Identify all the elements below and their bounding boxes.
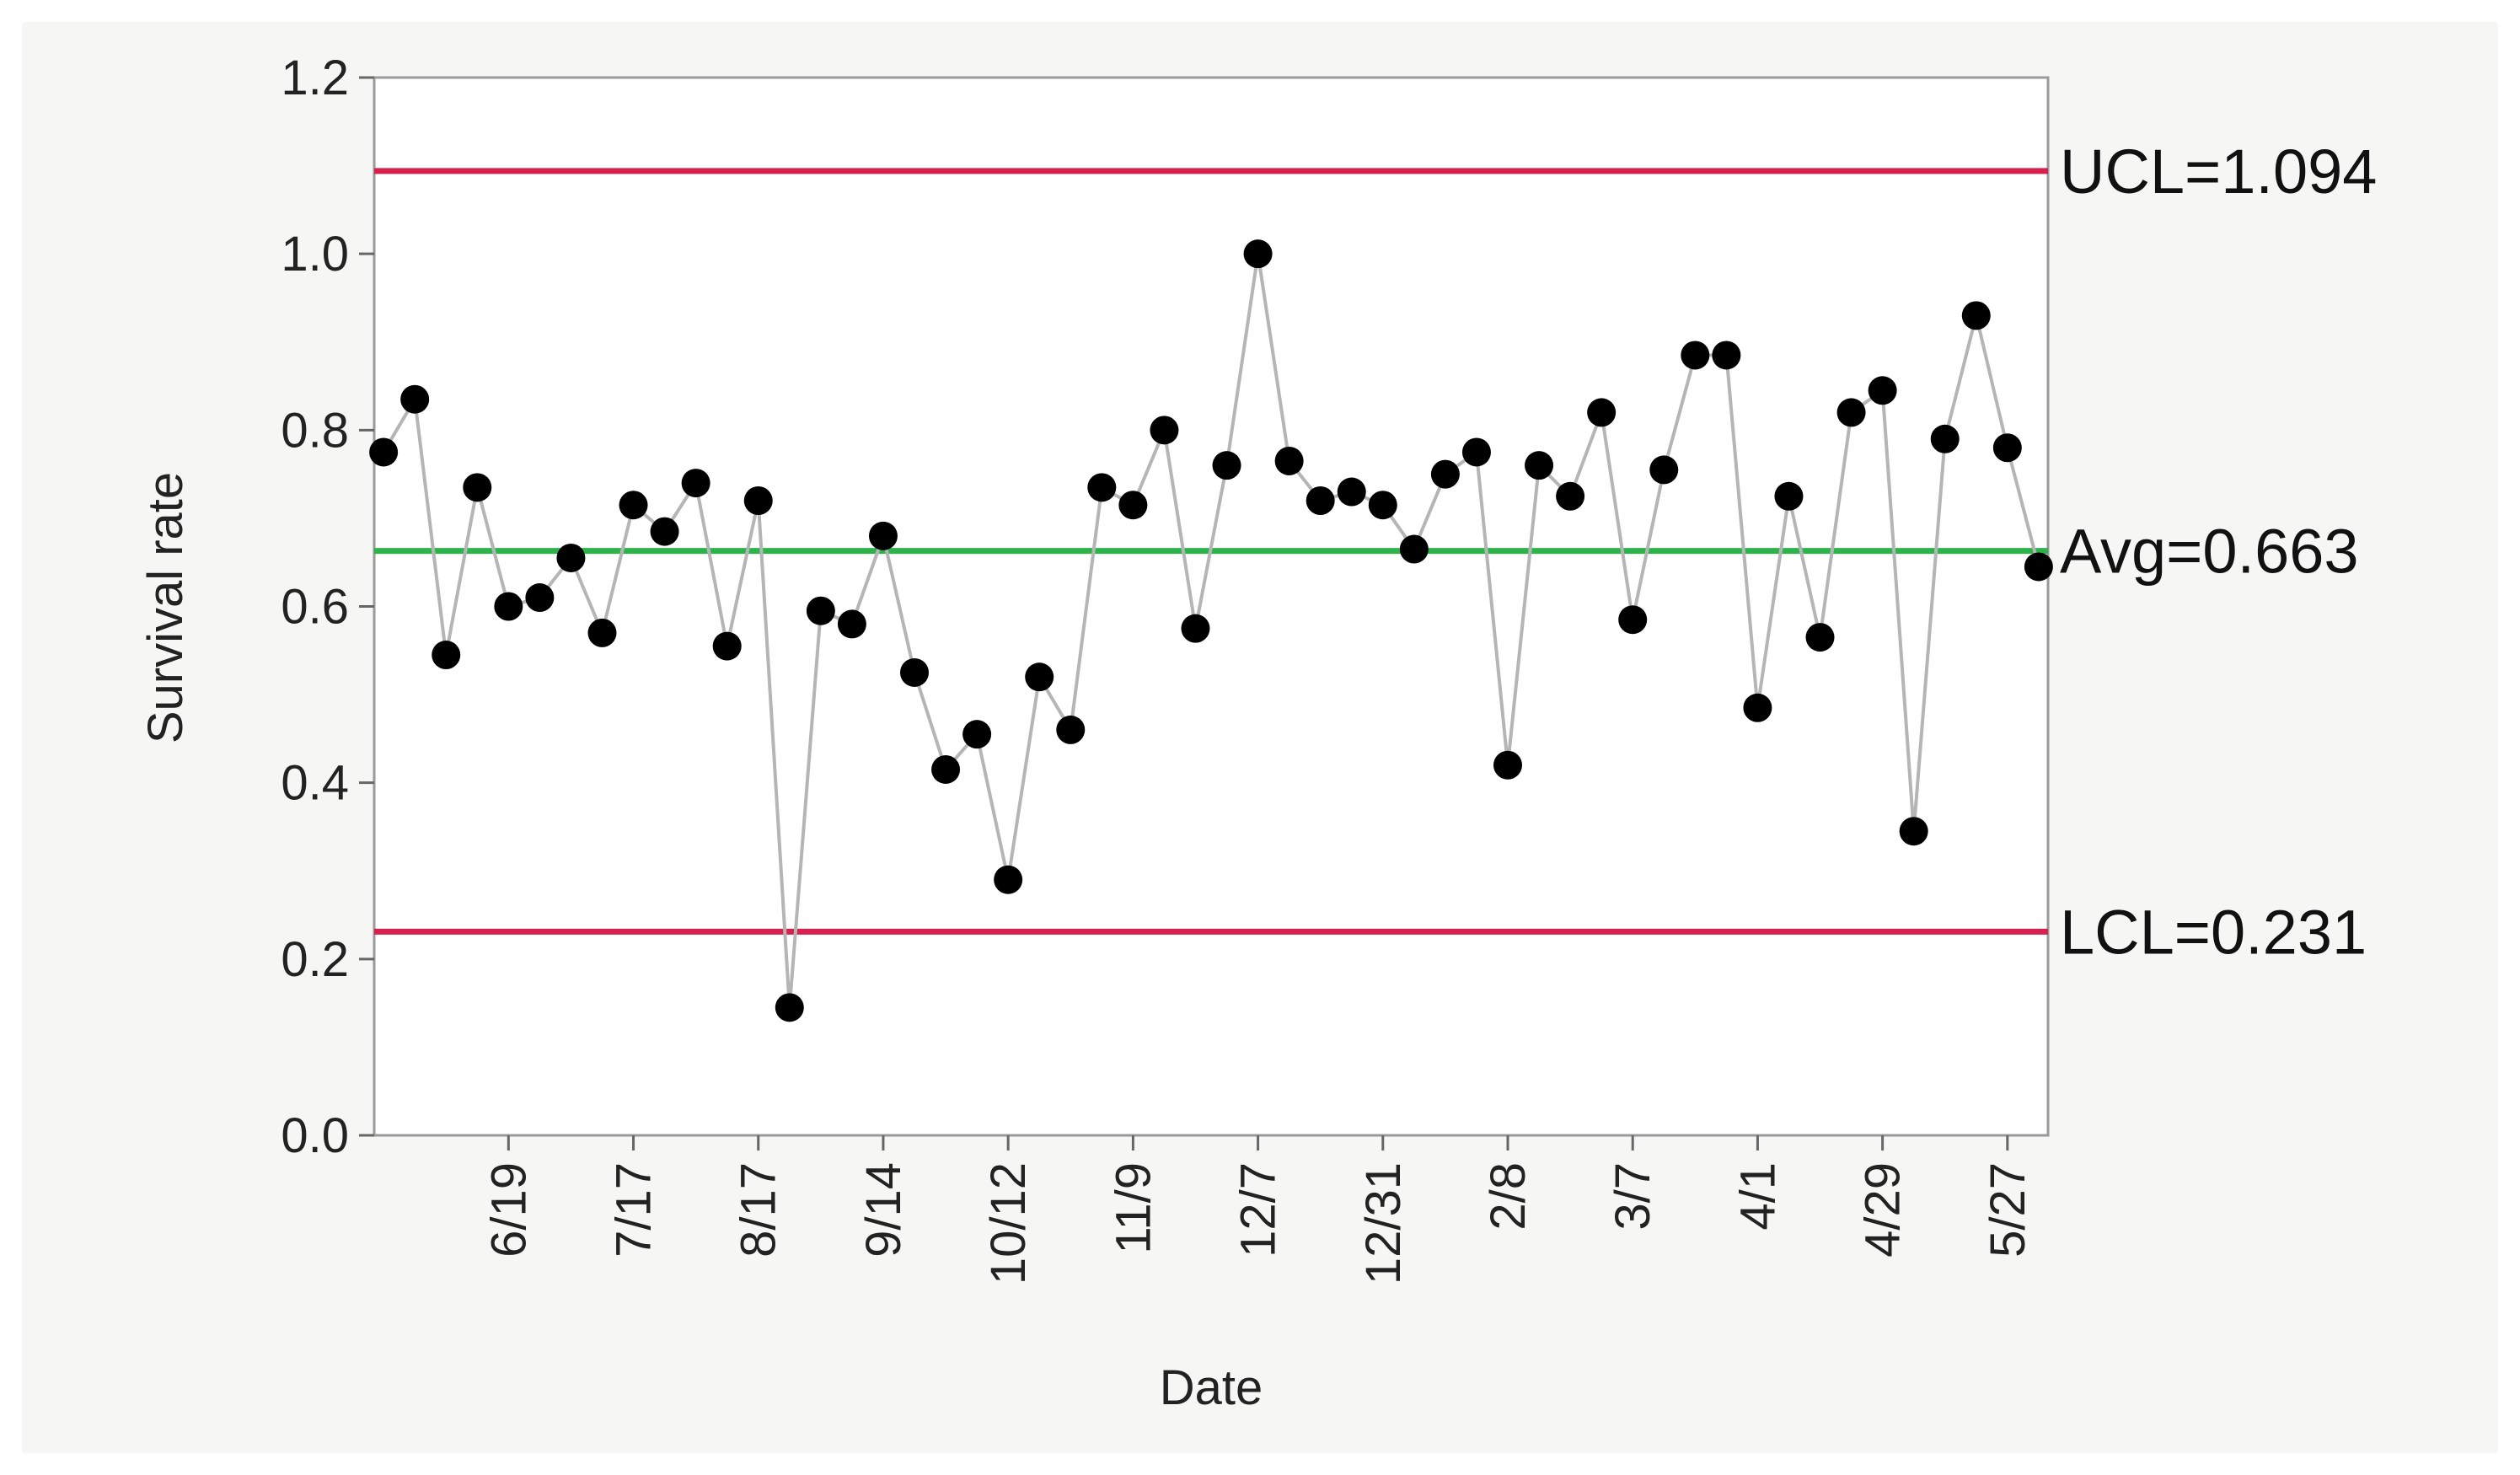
y-tick-label: 0.8 <box>281 403 349 458</box>
data-point <box>1274 446 1304 475</box>
x-tick-label: 4/29 <box>1856 1162 1911 1258</box>
data-point <box>1774 481 1804 511</box>
data-point <box>1805 623 1835 652</box>
y-axis: 0.0 0.2 0.4 0.6 0.8 1.0 1.2 <box>281 51 374 1163</box>
data-point <box>650 517 679 546</box>
data-point <box>1836 398 1866 427</box>
data-point <box>1243 239 1273 269</box>
data-point <box>1618 605 1648 635</box>
data-point <box>1992 433 2022 463</box>
data-point <box>2024 552 2053 582</box>
data-point <box>1961 301 1991 330</box>
data-point <box>587 618 617 647</box>
data-point <box>1430 459 1460 489</box>
x-axis-title: Date <box>1160 1360 1263 1415</box>
data-point <box>1649 455 1679 485</box>
data-point <box>525 583 555 613</box>
data-point <box>1681 341 1710 370</box>
data-point <box>369 437 399 467</box>
ucl-label: UCL=1.094 <box>2060 137 2377 206</box>
avg-label: Avg=0.663 <box>2060 517 2359 587</box>
data-point <box>1461 437 1491 467</box>
data-point <box>619 491 648 520</box>
data-point <box>994 865 1023 894</box>
data-point <box>1368 491 1397 520</box>
data-point <box>1181 614 1210 643</box>
data-point <box>712 631 742 661</box>
x-tick-label: 3/7 <box>1606 1162 1660 1231</box>
x-axis: 6/19 7/17 8/17 9/14 10/12 11/9 12/7 12/31 2/8 3/7… <box>481 1135 2035 1285</box>
data-point <box>931 754 961 784</box>
x-tick-label: 2/8 <box>1481 1162 1536 1231</box>
data-point <box>432 641 461 670</box>
data-point <box>1399 534 1429 564</box>
data-point <box>1493 750 1522 780</box>
y-tick-label: 0.0 <box>281 1108 349 1163</box>
data-point <box>1087 473 1117 502</box>
control-chart: 0.0 0.2 0.4 0.6 0.8 1.0 1.2 6/19 7/17 8/17 9/14 10… <box>138 51 2377 1415</box>
data-point <box>1337 477 1366 507</box>
plot-area <box>373 76 2050 1137</box>
lcl-label: LCL=0.231 <box>2060 897 2367 967</box>
x-tick-label: 10/12 <box>981 1162 1036 1285</box>
data-point <box>868 521 898 550</box>
data-point <box>1150 416 1179 445</box>
data-point <box>1712 341 1741 370</box>
x-tick-label: 11/9 <box>1106 1162 1161 1254</box>
data-points <box>369 239 2053 1022</box>
data-point <box>1212 451 1241 480</box>
data-point <box>400 384 430 414</box>
data-point <box>743 486 773 515</box>
data-point <box>1868 376 1897 405</box>
data-point <box>494 592 523 621</box>
data-point <box>1899 817 1928 846</box>
y-tick-label: 1.2 <box>281 51 349 105</box>
chart-panel: 0.0 0.2 0.4 0.6 0.8 1.0 1.2 6/19 7/17 8/17 9/14 10… <box>22 22 2498 1453</box>
data-point <box>962 720 992 749</box>
data-point <box>1056 715 1086 744</box>
data-point <box>806 596 835 625</box>
x-tick-label: 12/7 <box>1231 1162 1286 1258</box>
data-point <box>1025 662 1054 692</box>
x-tick-label: 5/27 <box>1981 1162 2035 1258</box>
x-tick-label: 4/1 <box>1730 1162 1785 1231</box>
data-point <box>1306 486 1335 515</box>
x-tick-label: 12/31 <box>1356 1162 1411 1285</box>
x-tick-label: 7/17 <box>607 1162 662 1258</box>
data-point <box>837 609 866 639</box>
data-point <box>1525 451 1554 480</box>
y-tick-label: 0.4 <box>281 756 349 811</box>
data-point <box>1587 398 1617 427</box>
data-point <box>1930 424 1960 453</box>
data-point <box>681 469 710 498</box>
data-point <box>1556 481 1585 511</box>
x-tick-label: 8/17 <box>732 1162 786 1258</box>
x-tick-label: 6/19 <box>481 1162 536 1258</box>
y-tick-label: 0.2 <box>281 932 349 987</box>
data-point <box>1118 491 1148 520</box>
y-tick-label: 0.6 <box>281 580 349 635</box>
data-point <box>900 657 930 687</box>
y-tick-label: 1.0 <box>281 227 349 282</box>
data-point <box>556 543 586 572</box>
x-tick-label: 9/14 <box>856 1162 911 1258</box>
y-axis-title: Survival rate <box>138 472 193 743</box>
data-point <box>1743 693 1772 722</box>
data-point <box>775 993 804 1022</box>
data-point <box>463 473 492 502</box>
